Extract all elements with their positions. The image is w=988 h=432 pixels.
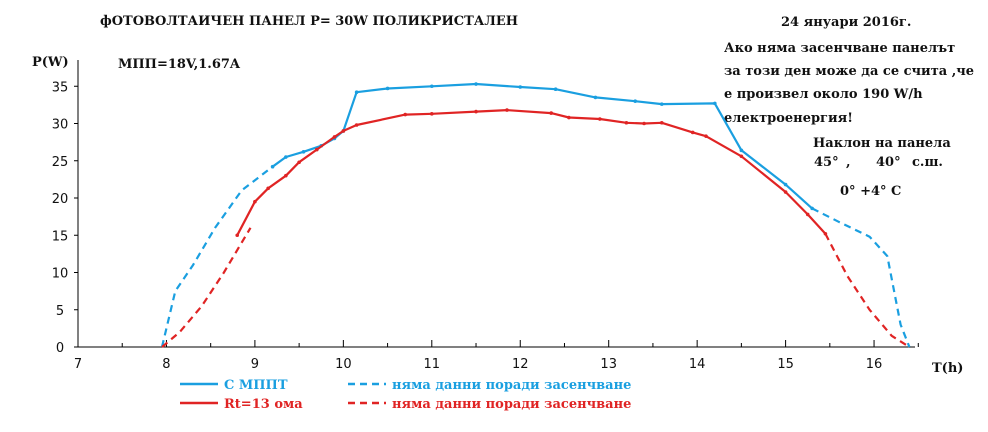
y-tick-label: 35 [52, 80, 69, 95]
data-point [505, 108, 509, 112]
data-point [403, 112, 408, 117]
data-point [567, 115, 571, 120]
data-point [553, 87, 558, 92]
data-point [385, 86, 390, 91]
series-line-resistor-dashed [161, 227, 252, 348]
x-tick-label: 10 [335, 357, 352, 372]
data-point [598, 117, 602, 121]
data-point [642, 121, 646, 126]
mpp-label: МПП=18V,1.67A [118, 57, 241, 72]
x-tick-label: 7 [74, 357, 82, 372]
data-point [332, 135, 337, 139]
data-point [783, 182, 788, 187]
x-tick-label: 12 [512, 357, 529, 372]
chart-date: 24 януари 2016г. [781, 15, 911, 30]
data-point [713, 101, 717, 106]
tilt-latitude: 40° [876, 155, 901, 170]
data-point [633, 99, 638, 103]
data-point [690, 130, 695, 135]
series-line-resistor-solid [236, 109, 827, 236]
data-point [624, 120, 629, 125]
data-point [739, 148, 744, 153]
y-tick-label: 5 [56, 304, 64, 319]
tilt-angle: 45° [814, 155, 839, 170]
data-point [659, 120, 664, 125]
data-point [474, 82, 478, 86]
data-point [704, 134, 708, 138]
tilt-separator: , [846, 155, 851, 170]
data-point [549, 111, 554, 115]
x-tick-label: 16 [866, 357, 883, 372]
data-point [739, 154, 744, 159]
note-line: електроенергия! [724, 111, 853, 126]
x-tick-label: 14 [689, 357, 706, 372]
series-line-resistor-dashed [824, 233, 910, 348]
note-line: Ако няма засенчване панелът [724, 41, 955, 56]
data-point [593, 95, 598, 100]
tilt-unit: с.ш. [912, 155, 943, 170]
temperature-label: 0° +4° C [840, 184, 901, 199]
data-point [518, 85, 523, 89]
y-tick-label: 30 [52, 118, 69, 133]
data-point [354, 123, 359, 127]
data-point [341, 129, 346, 133]
y-axis-label: P(W) [32, 55, 69, 70]
data-point [354, 90, 359, 95]
x-tick-label: 11 [424, 357, 441, 372]
data-point [315, 147, 319, 152]
legend: С МППТ няма данни поради засенчване Rt=13 … [180, 378, 631, 412]
series-line-mppt-dashed [811, 207, 911, 348]
plot-lines [160, 82, 911, 348]
data-point [430, 84, 434, 89]
x-tick-label: 8 [162, 357, 170, 372]
data-point [297, 160, 301, 165]
y-tick-label: 10 [52, 267, 69, 282]
tilt-heading: Наклон на панела [813, 136, 951, 151]
data-point [266, 186, 270, 191]
note-line: за този ден може да се счита ,че [724, 64, 974, 79]
legend-label: Rt=13 ома [224, 397, 303, 412]
data-point [783, 190, 788, 194]
data-point [430, 112, 434, 116]
data-point [284, 155, 288, 159]
data-point [301, 150, 306, 154]
y-tick-label: 15 [52, 229, 69, 244]
x-tick-label: 13 [600, 357, 617, 372]
data-point [284, 173, 288, 178]
x-tick-label: 15 [777, 357, 794, 372]
y-tick-label: 20 [52, 192, 69, 207]
legend-label: няма данни поради засенчване [392, 397, 631, 412]
data-point [270, 164, 275, 169]
y-tick-label: 25 [52, 155, 69, 170]
data-point [805, 212, 810, 217]
series-line-mppt-solid [271, 82, 813, 210]
x-axis-label: T(h) [932, 361, 963, 376]
x-tick-label: 9 [251, 357, 259, 372]
axes: 0 5 10 15 20 25 30 35 7 8 9 10 11 12 13 14 15 16 [52, 60, 919, 372]
data-point [659, 102, 664, 106]
data-point [253, 199, 257, 204]
data-point [474, 109, 478, 114]
data-point [235, 233, 240, 238]
legend-label: С МППТ [224, 378, 288, 393]
note-line: е произвел около 190 W/h [724, 87, 923, 102]
chart-title: фОТОВОЛТАИЧЕН ПАНЕЛ P= 30W ПОЛИКРИСТАЛЕН [100, 14, 518, 29]
series-line-mppt-dashed [160, 165, 274, 348]
y-tick-label: 0 [56, 341, 64, 356]
legend-label: няма данни поради засенчване [392, 378, 631, 393]
